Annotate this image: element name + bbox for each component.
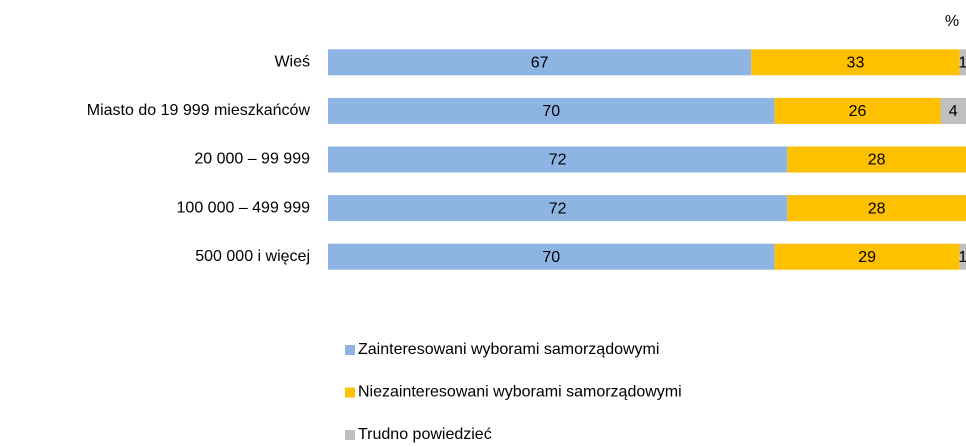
bar-segment	[751, 49, 960, 76]
bar-segment	[328, 146, 788, 173]
data-label: 28	[868, 200, 886, 217]
bar-segment	[787, 146, 966, 173]
y-tick-label: 100 000 – 499 999	[177, 199, 311, 216]
data-label: 33	[847, 55, 865, 72]
legend-swatch	[345, 430, 355, 440]
data-label: 28	[868, 152, 886, 169]
bar-segment	[328, 243, 775, 270]
bar-segment	[940, 97, 966, 124]
bar-segment	[774, 243, 960, 270]
data-label: 72	[549, 200, 567, 217]
legend-label: Niezainteresowani wyborami samorządowymi	[358, 384, 682, 401]
y-tick-label: Wieś	[274, 54, 310, 71]
data-label: 70	[542, 103, 560, 120]
legend-label: Trudno powiedzieć	[358, 426, 492, 443]
data-label: 26	[849, 103, 867, 120]
data-label: 72	[549, 152, 567, 169]
y-tick-label: Miasto do 19 999 mieszkańców	[87, 102, 311, 119]
legend-swatch	[345, 387, 355, 398]
unit-label: %	[945, 13, 959, 30]
data-label: 1	[958, 55, 966, 72]
data-label: 4	[949, 103, 958, 120]
legend-label: Zainteresowani wyborami samorządowymi	[358, 341, 659, 358]
bar-segment	[328, 97, 775, 124]
data-label: 67	[531, 55, 549, 72]
bar-segment	[774, 97, 941, 124]
y-tick-label: 500 000 i więcej	[195, 248, 310, 265]
bar-segment	[328, 195, 788, 222]
legend-swatch	[345, 345, 355, 355]
y-tick-label: 20 000 – 99 999	[194, 151, 310, 168]
bar-segment	[959, 49, 966, 76]
bar-segment	[959, 243, 966, 270]
data-label: 29	[858, 249, 876, 266]
bar-segment	[787, 195, 966, 222]
data-label: 70	[542, 249, 560, 266]
bar-segment	[328, 49, 752, 76]
data-label: 1	[958, 249, 966, 266]
